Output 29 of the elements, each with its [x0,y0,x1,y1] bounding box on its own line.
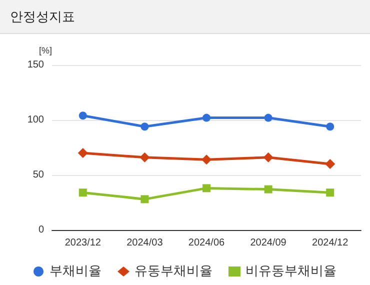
x-tick-label: 2024/09 [250,238,287,248]
legend-label: 유동부채비율 [134,264,212,279]
point [78,112,87,120]
x-tick-label: 2024/03 [126,238,164,248]
point [78,188,87,197]
x-tick-label: 2024/06 [188,238,226,248]
y-tick-label: 150 [27,60,44,70]
x-tick-label: 2024/12 [312,238,349,248]
point [264,114,272,122]
x-tick-label: 2023/12 [64,238,102,248]
point [140,195,149,204]
point [263,152,274,162]
y-axis-title: [%] [38,46,52,56]
point [202,184,210,192]
point [140,152,150,162]
point [325,159,336,169]
point [202,114,210,122]
y-tick-label: 50 [32,170,44,180]
legend-label: 부채비율 [50,264,102,279]
chart-title: 안정성지표 [0,0,370,34]
point [326,188,334,197]
y-tick-label: 0 [38,224,44,236]
point [78,148,88,158]
point [326,122,334,131]
legend-label: 비유동부채비율 [246,264,336,279]
y-tick-label: 100 [27,114,44,126]
point [264,185,272,194]
point [140,122,149,131]
point [202,154,212,165]
